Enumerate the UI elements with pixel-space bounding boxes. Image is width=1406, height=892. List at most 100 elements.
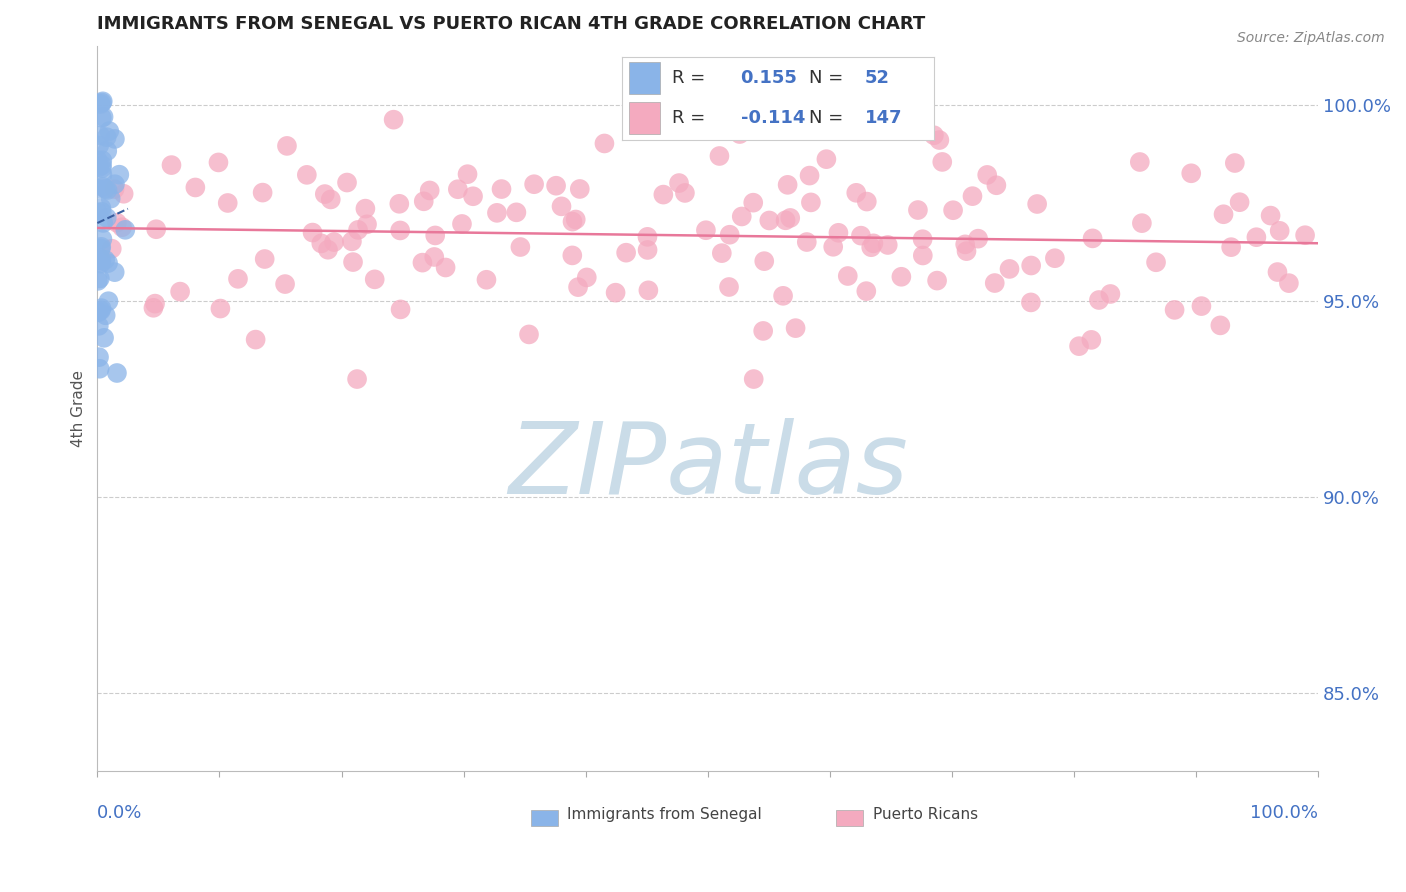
Point [96, 183, 118, 197]
Point [955, 244, 977, 259]
Point [1223, 156, 1246, 170]
Point [89, 251, 111, 265]
Point [382, 112, 405, 127]
Point [568, 182, 591, 196]
Point [94, 308, 117, 322]
Point [637, 243, 659, 257]
Point [860, 240, 883, 254]
Point [986, 178, 1008, 193]
Point [412, 194, 434, 209]
Point [849, 228, 872, 243]
Point [90, 204, 112, 219]
Point [90, 253, 112, 268]
Point [105, 366, 128, 380]
Point [87, 274, 110, 288]
Point [87, 205, 110, 219]
Point [311, 236, 333, 251]
Point [673, 186, 696, 200]
Point [434, 260, 457, 275]
Point [98, 124, 121, 138]
Point [90, 240, 112, 254]
Point [112, 186, 135, 201]
Point [207, 155, 229, 169]
Point [451, 217, 474, 231]
Point [90, 303, 112, 318]
Point [96, 130, 118, 145]
Point [561, 214, 583, 228]
Point [319, 193, 342, 207]
Point [1144, 255, 1167, 269]
Point [1191, 299, 1213, 313]
Point [668, 176, 690, 190]
Point [1229, 195, 1251, 210]
Point [876, 238, 898, 252]
Point [447, 182, 470, 196]
Point [419, 184, 441, 198]
Point [90, 97, 112, 112]
Point [1026, 197, 1049, 211]
Point [90, 201, 112, 215]
Point [517, 327, 540, 342]
Point [984, 276, 1007, 290]
Point [967, 232, 990, 246]
Point [710, 246, 733, 260]
Point [354, 202, 377, 216]
Point [928, 133, 950, 147]
Y-axis label: 4th Grade: 4th Grade [72, 370, 86, 447]
Point [389, 302, 412, 317]
Point [108, 168, 131, 182]
Point [491, 182, 513, 196]
Point [742, 372, 765, 386]
Point [336, 176, 359, 190]
Point [942, 203, 965, 218]
Point [91, 232, 114, 246]
Point [323, 235, 346, 249]
Point [1268, 224, 1291, 238]
Point [91, 216, 114, 230]
Point [101, 242, 124, 256]
Point [96, 144, 118, 158]
Point [347, 223, 370, 237]
Point [226, 272, 249, 286]
Point [546, 178, 568, 193]
Point [1081, 231, 1104, 245]
Point [1209, 318, 1232, 333]
Point [94, 252, 117, 267]
Point [89, 128, 111, 143]
Point [1099, 287, 1122, 301]
Point [1043, 251, 1066, 265]
Point [104, 265, 127, 279]
Point [388, 196, 411, 211]
Point [652, 187, 675, 202]
Point [614, 245, 637, 260]
Point [91, 153, 114, 168]
Point [389, 223, 412, 237]
Point [907, 202, 929, 217]
Point [1246, 230, 1268, 244]
Point [253, 252, 276, 266]
Point [301, 226, 323, 240]
Point [100, 192, 122, 206]
Point [636, 230, 658, 244]
Point [931, 155, 953, 169]
Point [1019, 259, 1042, 273]
Point [485, 206, 508, 220]
Point [93, 110, 115, 124]
Point [114, 223, 136, 237]
Point [96, 211, 118, 225]
Point [142, 301, 165, 315]
Point [925, 274, 948, 288]
Point [1067, 339, 1090, 353]
Point [90, 111, 112, 125]
Point [962, 189, 984, 203]
Point [509, 240, 531, 254]
Point [709, 149, 731, 163]
Point [998, 261, 1021, 276]
Point [911, 248, 934, 262]
Point [856, 194, 879, 209]
Point [91, 95, 114, 110]
Point [785, 321, 807, 335]
Point [91, 158, 114, 172]
Point [1080, 333, 1102, 347]
Point [295, 168, 318, 182]
